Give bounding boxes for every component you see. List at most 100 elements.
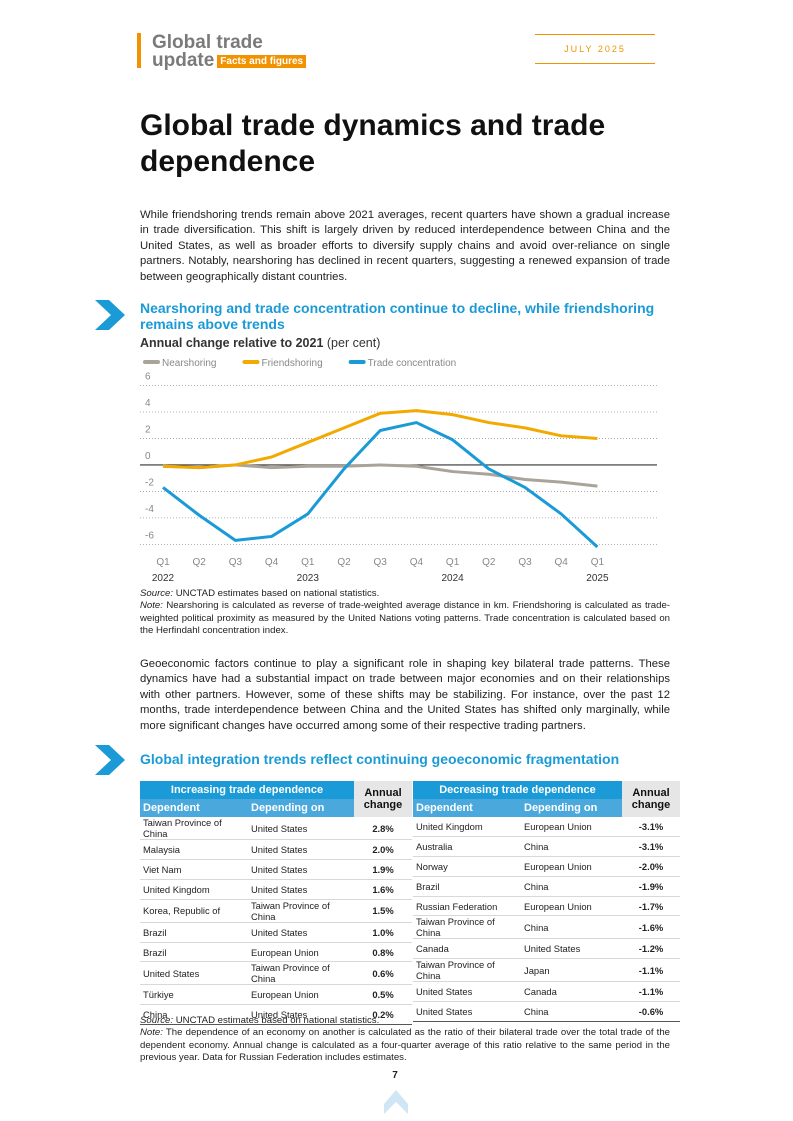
subtitle: Annual change relative to 2021: [140, 336, 324, 350]
annual-change: 0.6%: [354, 961, 412, 986]
table: Increasing trade dependence Annual change…: [140, 781, 412, 1026]
chart-title: Nearshoring and trade concentration cont…: [140, 300, 655, 332]
country: China: [521, 836, 622, 857]
chart-notes: Source: UNCTAD estimates based on nation…: [140, 588, 670, 637]
legend-label: Nearshoring: [162, 358, 216, 369]
table-row: Malaysia United States 2.0%: [140, 839, 412, 860]
annual-change: 2.8%: [354, 817, 412, 840]
header-title: update Facts and figures: [152, 50, 307, 71]
country: Norway: [413, 856, 521, 877]
country: China: [521, 1001, 622, 1023]
country: European Union: [248, 942, 354, 963]
annual-change: 2.0%: [354, 839, 412, 860]
country: United States: [521, 938, 622, 960]
header-row: Dependent Depending on: [140, 799, 412, 817]
annual-change: -1.9%: [622, 876, 680, 897]
annual-change: -1.1%: [622, 981, 680, 1003]
y-tick-label: 2: [145, 424, 151, 435]
country: United States: [140, 961, 248, 986]
table-row: Korea, Republic of Taiwan Province of Chi…: [140, 899, 412, 923]
country: Brazil: [140, 942, 248, 963]
header-title-line: update: [152, 50, 215, 71]
annual-change: -0.6%: [622, 1001, 680, 1023]
table-row: Canada United States -1.2%: [413, 938, 680, 960]
table-row: Australia China -3.1%: [413, 836, 680, 857]
annual-change: 1.6%: [354, 879, 412, 900]
y-tick-label: -6: [145, 530, 154, 541]
table-section-title: Global integration trends reflect contin…: [140, 751, 620, 767]
table-row: United Kingdom European Union -3.1%: [413, 817, 680, 837]
chevron: [95, 745, 125, 775]
table-notes: Source: UNCTAD estimates based on nation…: [140, 1015, 670, 1064]
header-date: JULY 2025: [564, 44, 626, 54]
page-title: Global trade dynamics and trade dependen…: [140, 109, 606, 178]
country: Brazil: [140, 922, 248, 943]
annual-change: -3.1%: [622, 836, 680, 857]
country: United States: [413, 1001, 521, 1023]
country: Taiwan Province of China: [413, 915, 521, 940]
x-tick-label: Q3: [229, 557, 243, 568]
annual-change: -1.2%: [622, 938, 680, 960]
column-header: Dependent: [413, 799, 521, 817]
annual-change: 0.8%: [354, 942, 412, 963]
country: United Kingdom: [140, 879, 248, 900]
country: United States: [248, 1004, 354, 1026]
x-tick-label: Q1: [446, 557, 460, 568]
column-header: Depending on: [248, 799, 354, 817]
x-tick-label: Q3: [374, 557, 388, 568]
column-header: Depending on: [521, 799, 622, 817]
country: China: [521, 876, 622, 897]
x-tick-label: Q2: [193, 557, 207, 568]
table-row: Russian Federation European Union -1.7%: [413, 896, 680, 917]
body: Geoeconomic factors continue to play a s…: [140, 658, 670, 732]
table-row: United Kingdom United States 1.6%: [140, 879, 412, 900]
table-row: United States Canada -1.1%: [413, 981, 680, 1003]
country: Türkiye: [140, 984, 248, 1006]
country: European Union: [521, 817, 622, 837]
country: Viet Nam: [140, 859, 248, 880]
country: European Union: [248, 984, 354, 1006]
header-row: Decreasing trade dependence Annual change: [413, 781, 680, 817]
x-tick-label: Q2: [337, 557, 351, 568]
table-row: Brazil European Union 0.8%: [140, 942, 412, 963]
annual-change: -1.6%: [622, 915, 680, 940]
country: United States: [248, 879, 354, 900]
table-row: Taiwan Province of China China -1.6%: [413, 915, 680, 940]
table-title: Decreasing trade dependence: [413, 781, 622, 799]
header-row: Increasing trade dependence Annual change: [140, 781, 412, 817]
x-tick-label: Q1: [156, 557, 170, 568]
header-tag: Facts and figures: [217, 55, 307, 68]
source: UNCTAD estimates based on national stati…: [175, 588, 380, 599]
legend-label: Trade concentration: [368, 358, 457, 369]
series-line: [162, 463, 598, 488]
table-title: Increasing trade dependence: [140, 781, 354, 799]
x-tick-label: Q4: [555, 557, 569, 568]
country: Taiwan Province of China: [248, 899, 354, 923]
year-label: 2025: [586, 573, 609, 584]
table-row: Brazil United States 1.0%: [140, 922, 412, 943]
country: United States: [248, 922, 354, 943]
country: Taiwan Province of China: [140, 817, 248, 840]
chart: 6 4 2 0 -2 -4 -6 Q1 2022 Q2 Q3 Q4 Q1 2023 Q2 Q3 Q4 Q1 2024…: [140, 358, 657, 584]
header-row: Dependent Depending on: [413, 799, 680, 817]
chevron: [95, 300, 125, 330]
annual-change: 1.0%: [354, 922, 412, 943]
y-tick-label: 4: [145, 398, 151, 409]
year-label: 2024: [441, 573, 464, 584]
annual-change: 1.9%: [354, 859, 412, 880]
x-tick-label: Q1: [301, 557, 315, 568]
country: Australia: [413, 836, 521, 857]
country: China: [140, 1004, 248, 1026]
header-title: Global trade: [152, 32, 263, 53]
note: The dependence of an economy on another …: [140, 1027, 670, 1063]
x-tick-label: Q1: [591, 557, 605, 568]
country: Canada: [413, 938, 521, 960]
x-tick-label: Q2: [482, 557, 496, 568]
source-label: Source:: [140, 588, 174, 599]
column-header: Dependent: [140, 799, 248, 817]
intro: While friendshoring trends remain above …: [140, 209, 670, 283]
table-row: Türkiye European Union 0.5%: [140, 984, 412, 1006]
legend-label: Friendshoring: [261, 358, 322, 369]
country: Russian Federation: [413, 896, 521, 917]
